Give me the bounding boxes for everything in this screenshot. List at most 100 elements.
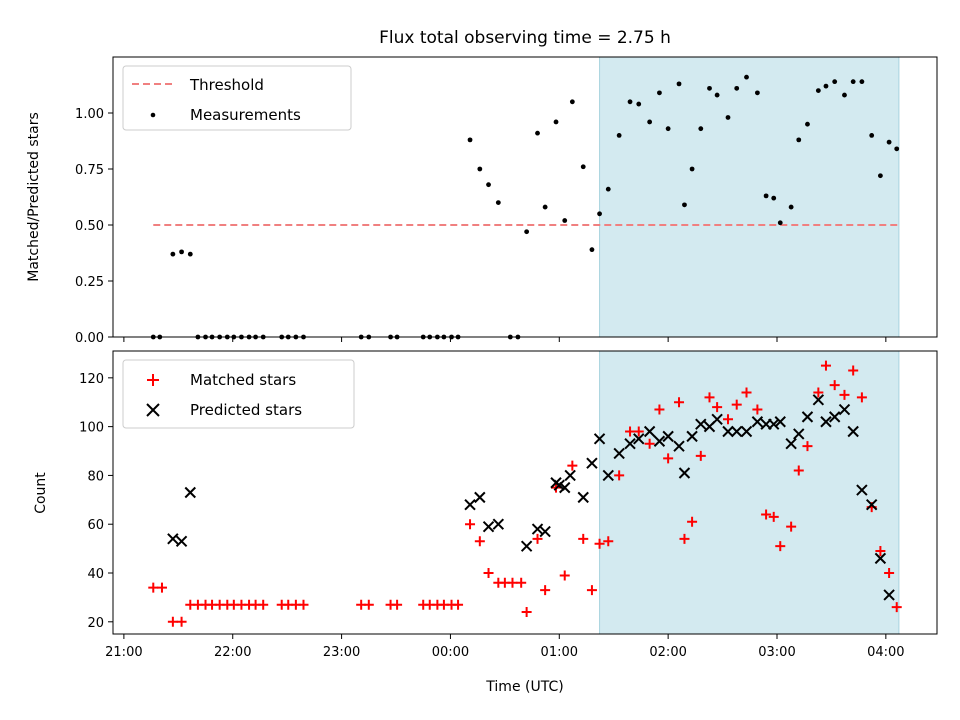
count-legend: Matched stars Predicted stars	[122, 359, 355, 429]
matched-star-point	[507, 577, 518, 588]
y-tick-label: 20	[87, 616, 104, 631]
matched-star-point	[156, 582, 167, 593]
measurement-point	[636, 101, 642, 107]
matched-star-point	[603, 536, 614, 547]
measurement-point	[179, 249, 184, 255]
measurement-point	[542, 204, 548, 210]
measurement-point	[850, 79, 856, 85]
count-y-axis: 20 40 60 80 100 120	[79, 372, 113, 631]
ratio-y-axis-label: Matched/Predicted stars	[26, 112, 42, 282]
measurement-point	[562, 218, 568, 223]
measurement-point	[676, 81, 682, 87]
measurement-point	[815, 88, 821, 93]
measurement-point	[744, 74, 749, 80]
predicted-star-point	[828, 411, 841, 423]
predicted-star-point	[167, 533, 179, 545]
predicted-star-point	[586, 457, 598, 469]
predicted-star-point	[653, 435, 666, 447]
x-tick-label: 01:00	[541, 645, 578, 660]
measurement-point	[647, 119, 653, 125]
measurement-point	[627, 99, 633, 105]
matched-star-point	[674, 397, 685, 408]
predicted-star-point	[564, 469, 576, 482]
count-x-axis: 21:00 22:00 23:00 00:00 01:00 02:00 03:00 04:00	[105, 634, 905, 660]
matched-star-point	[775, 541, 786, 552]
predicted-star-point	[531, 523, 544, 535]
predicted-star-point	[678, 467, 691, 479]
matched-star-point	[839, 389, 850, 400]
matched-star-point	[741, 387, 752, 398]
predicted-star-point	[593, 433, 606, 445]
predicted-star-point	[847, 425, 859, 438]
matched-star-point	[848, 365, 859, 376]
measurement-point	[486, 182, 491, 188]
matched-star-point	[891, 602, 902, 613]
matched-star-point	[704, 392, 715, 403]
measurement-point	[187, 251, 193, 257]
predicted-star-point	[175, 535, 188, 548]
measurement-point	[859, 79, 865, 85]
x-tick-label: 00:00	[432, 645, 469, 660]
measurement-point	[682, 202, 687, 208]
measurement-point	[777, 220, 783, 226]
legend-matched-swatch	[147, 374, 159, 386]
count-y-axis-label: Count	[33, 472, 49, 514]
predicted-star-point	[751, 416, 764, 428]
count-shaded-span	[599, 350, 900, 635]
matched-star-point	[768, 511, 779, 522]
matched-star-point	[761, 509, 772, 520]
measurement-point	[771, 195, 777, 201]
matched-star-point	[474, 536, 485, 547]
chart-title: Flux total observing time = 2.75 h	[379, 28, 671, 48]
matched-star-point	[521, 607, 532, 618]
predicted-star-point	[856, 484, 868, 496]
matched-star-point	[258, 599, 269, 610]
matched-star-point	[802, 441, 813, 452]
predicted-star-point	[793, 428, 805, 440]
predicted-star-point	[633, 433, 645, 445]
y-tick-label: 120	[79, 372, 104, 387]
matched-star-point	[540, 585, 551, 596]
legend-predicted-swatch	[146, 403, 160, 417]
matched-star-point	[712, 402, 723, 413]
predicted-star-point	[520, 540, 533, 552]
matched-star-point	[148, 582, 159, 593]
y-tick-label: 1.00	[75, 107, 104, 122]
measurement-point	[869, 133, 875, 138]
matched-star-point	[453, 599, 464, 610]
matched-star-point	[752, 404, 763, 415]
matched-star-point	[465, 519, 476, 530]
predicted-star-point	[474, 491, 486, 504]
predicted-star-point	[539, 525, 551, 538]
predicted-star-point	[184, 486, 196, 499]
legend-measurements-swatch	[150, 112, 156, 118]
measurement-point	[467, 137, 473, 143]
y-tick-label: 80	[87, 469, 104, 484]
matched-star-point	[820, 360, 831, 371]
predicted-star-point	[559, 481, 571, 494]
matched-star-point	[625, 426, 636, 437]
predicted-star-point	[722, 425, 734, 438]
measurement-point	[657, 90, 662, 96]
predicted-star-point	[820, 416, 832, 428]
measurement-point	[605, 186, 611, 192]
y-tick-label: 40	[87, 567, 104, 582]
matched-star-point	[687, 516, 698, 527]
ratio-panel: 0.00 0.25 0.50 0.75 1.00 Matched/Predicted s…	[26, 56, 938, 346]
matched-star-point	[363, 599, 374, 610]
y-tick-label: 60	[87, 518, 104, 533]
x-tick-label: 04:00	[867, 645, 904, 660]
matched-star-point	[856, 392, 867, 403]
x-tick-label: 22:00	[214, 645, 251, 660]
predicted-star-point	[464, 498, 476, 511]
ratio-shaded-span	[599, 56, 900, 338]
measurement-point	[725, 115, 731, 120]
predicted-star-point	[874, 552, 887, 565]
measurement-point	[832, 79, 838, 85]
measurement-point	[616, 133, 622, 138]
matched-star-point	[723, 414, 734, 425]
ratio-y-axis: 0.00 0.25 0.50 0.75 1.00	[75, 107, 113, 346]
x-tick-label: 21:00	[105, 645, 142, 660]
measurement-point	[553, 119, 559, 125]
